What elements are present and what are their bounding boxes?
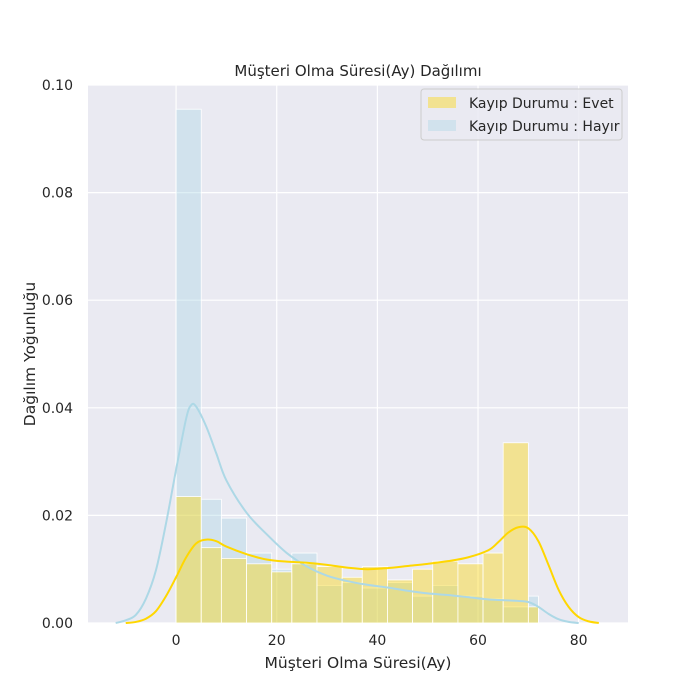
legend-label-hayir: Kayıp Durumu : Hayır (469, 119, 620, 135)
y-tick-label: 0.06 (42, 293, 73, 309)
bar-evet-2 (220, 558, 247, 624)
y-tick-label: 0.08 (42, 186, 73, 202)
kde-line-evet (125, 525, 599, 624)
x-tick-label: 20 (268, 633, 286, 649)
bar-evet-10 (412, 568, 434, 624)
bar-evet-13 (482, 552, 504, 624)
x-tick-label: 80 (570, 633, 588, 649)
y-tick-label: 0.10 (42, 78, 73, 94)
y-axis-title: Dağılım Yoğunluğu (21, 282, 39, 426)
legend: Kayıp Durumu : Evet Kayıp Durumu : Hayır (420, 88, 623, 141)
legend-swatch-evet (428, 97, 456, 108)
legend-label-evet: Kayıp Durumu : Evet (469, 96, 614, 112)
plot-area (88, 85, 628, 623)
bar-evet-0 (175, 496, 202, 624)
x-tick-label: 0 (172, 633, 181, 649)
bar-evet-15 (527, 606, 539, 624)
kde-line-hayir (115, 402, 579, 624)
bar-evet-9 (387, 579, 414, 624)
x-tick-label: 40 (368, 633, 386, 649)
bar-evet-8 (361, 566, 388, 624)
bars-evet (175, 442, 539, 624)
bar-evet-11 (432, 560, 459, 624)
chart-title: Müşteri Olma Süresi(Ay) Dağılımı (234, 62, 481, 80)
y-tick-label: 0.02 (42, 508, 73, 524)
bar-hayir-0 (175, 108, 202, 624)
bar-evet-5 (291, 563, 318, 624)
legend-swatch-hayir (428, 120, 456, 131)
bar-evet-4 (271, 571, 293, 624)
y-tick-label: 0.04 (42, 401, 73, 417)
bars-hayir (175, 108, 539, 624)
bar-evet-1 (200, 547, 222, 624)
bar-evet-6 (316, 566, 343, 624)
bar-evet-3 (246, 563, 273, 624)
x-tick-label: 60 (469, 633, 487, 649)
bar-evet-12 (457, 563, 484, 624)
bar-hayir-3 (246, 552, 273, 624)
tick-labels: 0 20 40 60 80 0.00 0.02 0.04 0.06 0.08 0.10 (42, 78, 588, 649)
legend-box (420, 88, 623, 141)
kde-lines (115, 402, 599, 624)
x-axis-title: Müşteri Olma Süresi(Ay) (265, 654, 452, 672)
y-tick-label: 0.00 (42, 616, 73, 632)
